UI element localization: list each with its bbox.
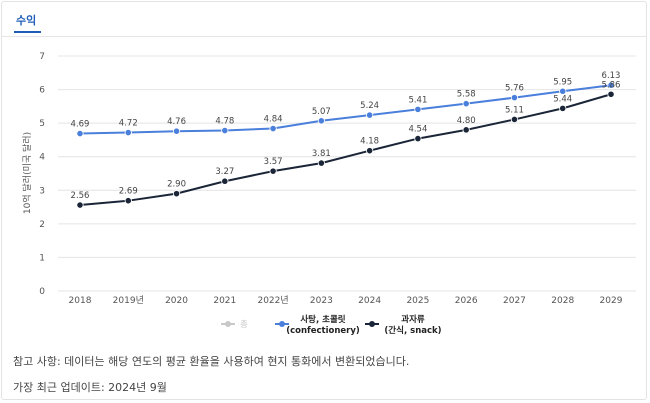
- legend-label: 총: [240, 320, 248, 330]
- series-1: 4.69 4.72 4.76 4.78 4.84 5.07 5.24 5.41 5.58 5.76…: [71, 71, 621, 138]
- series-line: [79, 84, 612, 135]
- tab-active-indicator: [14, 31, 41, 33]
- data-label: 4.69: [71, 120, 90, 130]
- data-point[interactable]: [76, 129, 84, 138]
- x-tick-label: 2021: [213, 296, 236, 306]
- data-label: 4.72: [119, 119, 138, 129]
- x-tick-label: 2029: [600, 296, 623, 306]
- data-label: 5.76: [505, 84, 524, 94]
- data-label: 5.58: [457, 90, 476, 100]
- x-tick-label: 2018: [69, 296, 92, 306]
- data-label: 3.57: [264, 157, 283, 167]
- legend-marker: [279, 321, 285, 327]
- legend-item-hidden[interactable]: 총: [221, 320, 248, 330]
- data-point[interactable]: [172, 190, 181, 198]
- x-tick-label: 2023: [310, 296, 333, 306]
- data-point[interactable]: [172, 127, 181, 135]
- legend-label: 과자류 (간식, snack): [384, 314, 441, 336]
- data-label: 5.41: [408, 95, 427, 105]
- data-point[interactable]: [462, 100, 470, 108]
- data-label: 4.18: [360, 137, 379, 147]
- y-tick-label: 3: [39, 186, 45, 196]
- data-point[interactable]: [124, 197, 132, 205]
- data-label: 2.90: [167, 180, 186, 190]
- data-point[interactable]: [462, 126, 470, 134]
- data-point[interactable]: [317, 117, 325, 125]
- data-point[interactable]: [124, 128, 132, 137]
- y-tick-label: 4: [39, 153, 45, 163]
- y-tick-label: 5: [39, 119, 45, 129]
- series-line: [79, 93, 612, 207]
- data-point[interactable]: [269, 167, 277, 175]
- axes: 0 1 2 3 4 5 6 7 2018 2019년 2020 2021 2022년 2023 2024 20…: [39, 52, 622, 306]
- x-tick-label: 2028: [551, 296, 574, 306]
- data-point[interactable]: [269, 124, 277, 133]
- data-label: 4.78: [215, 117, 234, 127]
- legend-marker: [225, 321, 231, 327]
- tab-divider: [2, 36, 646, 37]
- data-label: 6.13: [602, 71, 621, 81]
- data-label: 5.86: [602, 80, 621, 90]
- x-tick-label: 2020: [165, 296, 188, 306]
- y-tick-label: 7: [39, 52, 45, 62]
- x-tick-label: 2019년: [113, 295, 144, 306]
- data-label: 4.76: [167, 117, 186, 127]
- data-point[interactable]: [559, 87, 567, 95]
- data-point[interactable]: [607, 90, 615, 98]
- data-point[interactable]: [559, 104, 567, 112]
- y-tick-label: 0: [39, 287, 45, 297]
- data-label: 4.54: [408, 125, 427, 135]
- data-label: 3.81: [312, 149, 331, 159]
- legend-label-line: (간식, snack): [384, 325, 441, 336]
- y-tick-label: 2: [39, 220, 45, 230]
- x-tick-label: 2027: [503, 296, 526, 306]
- legend-item-2[interactable]: 과자류 (간식, snack): [365, 314, 442, 336]
- last-updated: 가장 최근 업데이트: 2024년 9월: [13, 381, 167, 394]
- data-point[interactable]: [510, 94, 519, 102]
- data-label: 3.27: [215, 167, 234, 177]
- data-label: 5.11: [505, 105, 524, 115]
- x-tick-label: 2026: [455, 296, 478, 306]
- legend-label-line: (confectionery): [286, 326, 360, 336]
- data-label: 5.44: [553, 94, 572, 104]
- x-tick-label: 2022년: [257, 295, 288, 306]
- data-point[interactable]: [76, 201, 84, 209]
- data-label: 2.69: [119, 187, 138, 197]
- data-point[interactable]: [366, 147, 374, 155]
- series: 4.69 4.72 4.76 4.78 4.84 5.07 5.24 5.41 5.58 5.76…: [71, 71, 621, 209]
- data-label: 2.56: [71, 191, 90, 201]
- legend[interactable]: 총 사탕, 초콜릿 (confectionery) 과자류 (간식, snack): [221, 314, 442, 336]
- data-label: 5.24: [360, 101, 379, 111]
- legend-label: 사탕, 초콜릿 (confectionery): [286, 314, 360, 336]
- data-point[interactable]: [607, 81, 615, 89]
- y-tick-label: 6: [39, 86, 45, 96]
- legend-item-1[interactable]: 사탕, 초콜릿 (confectionery): [275, 314, 360, 336]
- legend-label-line: 사탕, 초콜릿: [300, 314, 345, 325]
- grid: [58, 55, 636, 292]
- data-point[interactable]: [414, 105, 422, 113]
- data-point[interactable]: [317, 159, 325, 167]
- data-point[interactable]: [366, 111, 374, 119]
- data-point[interactable]: [414, 134, 422, 143]
- footnote-currency: 참고 사항: 데이터는 해당 연도의 평균 환율을 사용하여 현지 통화에서 변…: [13, 355, 410, 368]
- data-point[interactable]: [510, 115, 519, 124]
- data-label: 4.80: [457, 116, 476, 126]
- legend-label-line: 과자류: [401, 314, 425, 325]
- y-tick-label: 1: [39, 253, 45, 263]
- data-label: 5.07: [312, 107, 331, 117]
- data-label: 5.95: [553, 77, 572, 87]
- legend-marker: [369, 321, 375, 327]
- tab-revenue[interactable]: 수익: [16, 14, 37, 27]
- series-2: 2.56 2.69 2.90 3.27 3.57 3.81 4.18 4.54 4.80 5.11…: [71, 80, 621, 209]
- x-tick-label: 2024: [358, 296, 381, 306]
- data-point[interactable]: [221, 126, 229, 135]
- y-axis-label: 10억 달러(미국 달러): [21, 132, 33, 214]
- x-tick-label: 2025: [406, 296, 429, 306]
- data-label: 4.84: [264, 115, 283, 125]
- data-point[interactable]: [221, 177, 229, 185]
